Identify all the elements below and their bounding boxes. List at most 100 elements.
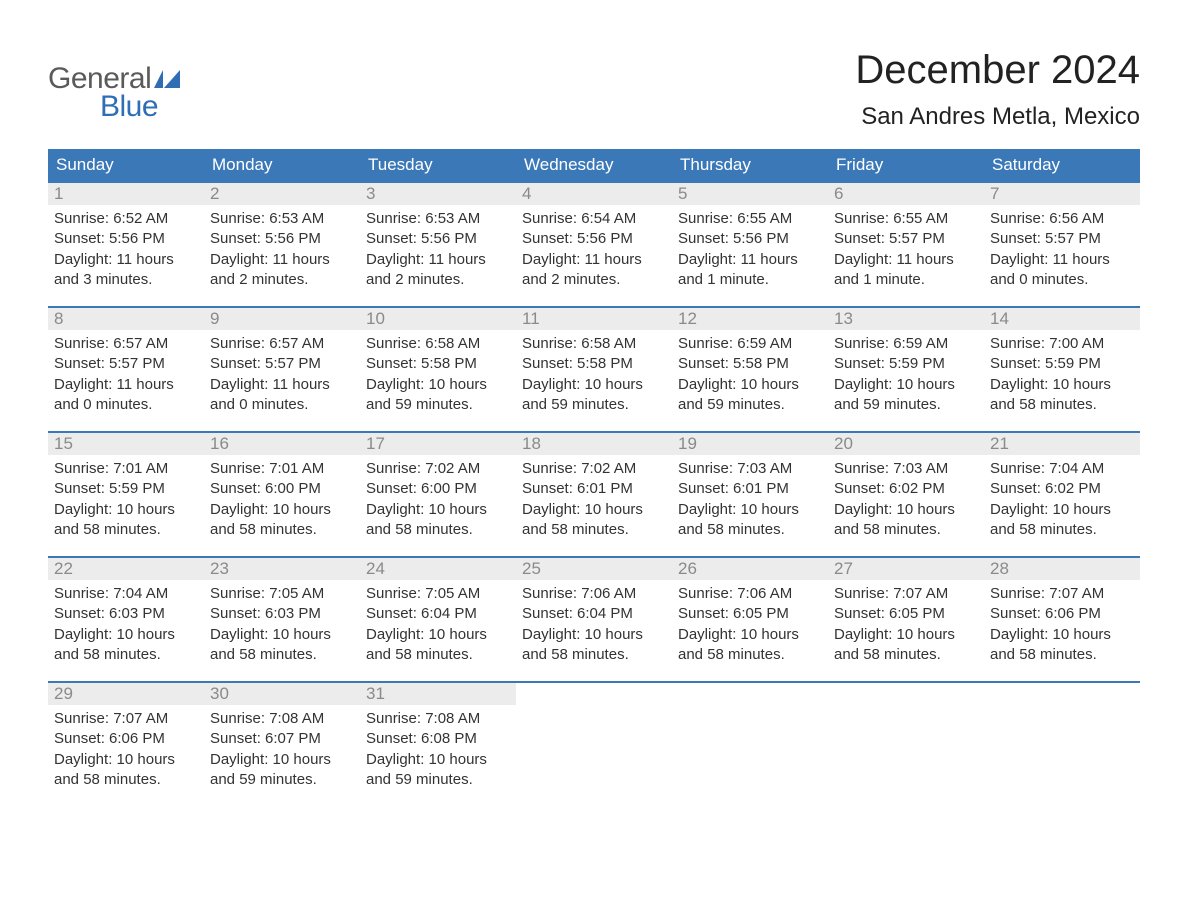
daylight-line1: Daylight: 10 hours xyxy=(210,500,354,520)
day-number: 29 xyxy=(48,683,204,705)
daylight-line1: Daylight: 10 hours xyxy=(366,750,510,770)
daylight-line2: and 58 minutes. xyxy=(210,645,354,665)
calendar-grid: SundayMondayTuesdayWednesdayThursdayFrid… xyxy=(48,149,1140,796)
calendar-day: 7Sunrise: 6:56 AMSunset: 5:57 PMDaylight… xyxy=(984,183,1140,296)
sunset-text: Sunset: 6:02 PM xyxy=(990,479,1134,499)
day-number: 18 xyxy=(516,433,672,455)
day-number: 22 xyxy=(48,558,204,580)
calendar-day: 9Sunrise: 6:57 AMSunset: 5:57 PMDaylight… xyxy=(204,308,360,421)
day-details: Sunrise: 7:07 AMSunset: 6:06 PMDaylight:… xyxy=(48,705,204,796)
sunrise-text: Sunrise: 6:54 AM xyxy=(522,209,666,229)
day-number: 15 xyxy=(48,433,204,455)
day-details: Sunrise: 7:07 AMSunset: 6:06 PMDaylight:… xyxy=(984,580,1140,671)
calendar-day: 4Sunrise: 6:54 AMSunset: 5:56 PMDaylight… xyxy=(516,183,672,296)
daylight-line1: Daylight: 10 hours xyxy=(54,625,198,645)
day-number: 26 xyxy=(672,558,828,580)
sunrise-text: Sunrise: 7:06 AM xyxy=(678,584,822,604)
sunrise-text: Sunrise: 7:03 AM xyxy=(678,459,822,479)
weekday-header: Saturday xyxy=(984,149,1140,181)
calendar-week: 1Sunrise: 6:52 AMSunset: 5:56 PMDaylight… xyxy=(48,181,1140,296)
sunset-text: Sunset: 5:59 PM xyxy=(834,354,978,374)
calendar-day xyxy=(516,683,672,796)
sunset-text: Sunset: 6:05 PM xyxy=(678,604,822,624)
calendar-day: 13Sunrise: 6:59 AMSunset: 5:59 PMDayligh… xyxy=(828,308,984,421)
daylight-line1: Daylight: 11 hours xyxy=(990,250,1134,270)
day-number: 4 xyxy=(516,183,672,205)
sunrise-text: Sunrise: 6:53 AM xyxy=(366,209,510,229)
daylight-line1: Daylight: 10 hours xyxy=(522,500,666,520)
daylight-line1: Daylight: 10 hours xyxy=(678,500,822,520)
location-title: San Andres Metla, Mexico xyxy=(855,103,1140,131)
title-block: December 2024 San Andres Metla, Mexico xyxy=(855,48,1140,131)
weekday-header-row: SundayMondayTuesdayWednesdayThursdayFrid… xyxy=(48,149,1140,181)
calendar-day xyxy=(828,683,984,796)
daylight-line2: and 58 minutes. xyxy=(54,520,198,540)
day-details: Sunrise: 7:08 AMSunset: 6:07 PMDaylight:… xyxy=(204,705,360,796)
calendar-week: 22Sunrise: 7:04 AMSunset: 6:03 PMDayligh… xyxy=(48,556,1140,671)
sunset-text: Sunset: 6:01 PM xyxy=(678,479,822,499)
daylight-line1: Daylight: 11 hours xyxy=(834,250,978,270)
sunset-text: Sunset: 5:57 PM xyxy=(990,229,1134,249)
calendar-day: 5Sunrise: 6:55 AMSunset: 5:56 PMDaylight… xyxy=(672,183,828,296)
weekday-header: Thursday xyxy=(672,149,828,181)
daylight-line2: and 58 minutes. xyxy=(54,645,198,665)
daylight-line2: and 59 minutes. xyxy=(678,395,822,415)
sunset-text: Sunset: 5:56 PM xyxy=(54,229,198,249)
sunset-text: Sunset: 6:03 PM xyxy=(210,604,354,624)
day-number: 1 xyxy=(48,183,204,205)
sunset-text: Sunset: 6:03 PM xyxy=(54,604,198,624)
calendar-page: General Blue December 2024 San Andres Me… xyxy=(0,0,1188,796)
daylight-line2: and 58 minutes. xyxy=(834,520,978,540)
daylight-line1: Daylight: 10 hours xyxy=(990,375,1134,395)
weekday-header: Sunday xyxy=(48,149,204,181)
calendar-week: 8Sunrise: 6:57 AMSunset: 5:57 PMDaylight… xyxy=(48,306,1140,421)
day-number: 17 xyxy=(360,433,516,455)
sunrise-text: Sunrise: 7:01 AM xyxy=(210,459,354,479)
daylight-line1: Daylight: 11 hours xyxy=(54,250,198,270)
calendar-day: 11Sunrise: 6:58 AMSunset: 5:58 PMDayligh… xyxy=(516,308,672,421)
sunrise-text: Sunrise: 7:08 AM xyxy=(210,709,354,729)
daylight-line2: and 0 minutes. xyxy=(54,395,198,415)
daylight-line1: Daylight: 10 hours xyxy=(210,750,354,770)
sunset-text: Sunset: 6:00 PM xyxy=(210,479,354,499)
sunset-text: Sunset: 5:59 PM xyxy=(990,354,1134,374)
weekday-header: Friday xyxy=(828,149,984,181)
calendar-day: 18 Sunrise: 7:02 AMSunset: 6:01 PMDayligh… xyxy=(516,433,672,546)
day-number: 8 xyxy=(48,308,204,330)
sunrise-text: Sunrise: 6:57 AM xyxy=(54,334,198,354)
sunset-text: Sunset: 6:04 PM xyxy=(366,604,510,624)
day-details: Sunrise: 6:58 AMSunset: 5:58 PMDaylight:… xyxy=(516,330,672,421)
sunset-text: Sunset: 5:58 PM xyxy=(522,354,666,374)
sunrise-text: Sunrise: 6:59 AM xyxy=(834,334,978,354)
calendar-day: 3Sunrise: 6:53 AMSunset: 5:56 PMDaylight… xyxy=(360,183,516,296)
sunset-text: Sunset: 6:00 PM xyxy=(366,479,510,499)
calendar-day: 1Sunrise: 6:52 AMSunset: 5:56 PMDaylight… xyxy=(48,183,204,296)
page-header: General Blue December 2024 San Andres Me… xyxy=(48,48,1140,131)
sunset-text: Sunset: 6:02 PM xyxy=(834,479,978,499)
day-number: 16 xyxy=(204,433,360,455)
day-details: Sunrise: 6:59 AMSunset: 5:59 PMDaylight:… xyxy=(828,330,984,421)
sunrise-text: Sunrise: 7:01 AM xyxy=(54,459,198,479)
logo: General Blue xyxy=(48,48,180,124)
sunset-text: Sunset: 5:56 PM xyxy=(366,229,510,249)
sunrise-text: Sunrise: 7:07 AM xyxy=(54,709,198,729)
calendar-day: 29Sunrise: 7:07 AMSunset: 6:06 PMDayligh… xyxy=(48,683,204,796)
daylight-line2: and 58 minutes. xyxy=(678,520,822,540)
calendar-day: 22Sunrise: 7:04 AMSunset: 6:03 PMDayligh… xyxy=(48,558,204,671)
sunset-text: Sunset: 6:01 PM xyxy=(522,479,666,499)
day-number: 30 xyxy=(204,683,360,705)
day-details: Sunrise: 7:04 AMSunset: 6:02 PMDaylight:… xyxy=(984,455,1140,546)
sunrise-text: Sunrise: 7:03 AM xyxy=(834,459,978,479)
weekday-header: Tuesday xyxy=(360,149,516,181)
sunrise-text: Sunrise: 7:06 AM xyxy=(522,584,666,604)
sunrise-text: Sunrise: 7:02 AM xyxy=(522,459,666,479)
calendar-day: 23Sunrise: 7:05 AMSunset: 6:03 PMDayligh… xyxy=(204,558,360,671)
calendar-day: 6Sunrise: 6:55 AMSunset: 5:57 PMDaylight… xyxy=(828,183,984,296)
day-number: 9 xyxy=(204,308,360,330)
calendar-day: 31Sunrise: 7:08 AMSunset: 6:08 PMDayligh… xyxy=(360,683,516,796)
calendar-day: 26Sunrise: 7:06 AMSunset: 6:05 PMDayligh… xyxy=(672,558,828,671)
daylight-line1: Daylight: 10 hours xyxy=(366,375,510,395)
calendar-day: 12Sunrise: 6:59 AMSunset: 5:58 PMDayligh… xyxy=(672,308,828,421)
day-details: Sunrise: 7:05 AMSunset: 6:04 PMDaylight:… xyxy=(360,580,516,671)
sunset-text: Sunset: 5:56 PM xyxy=(678,229,822,249)
